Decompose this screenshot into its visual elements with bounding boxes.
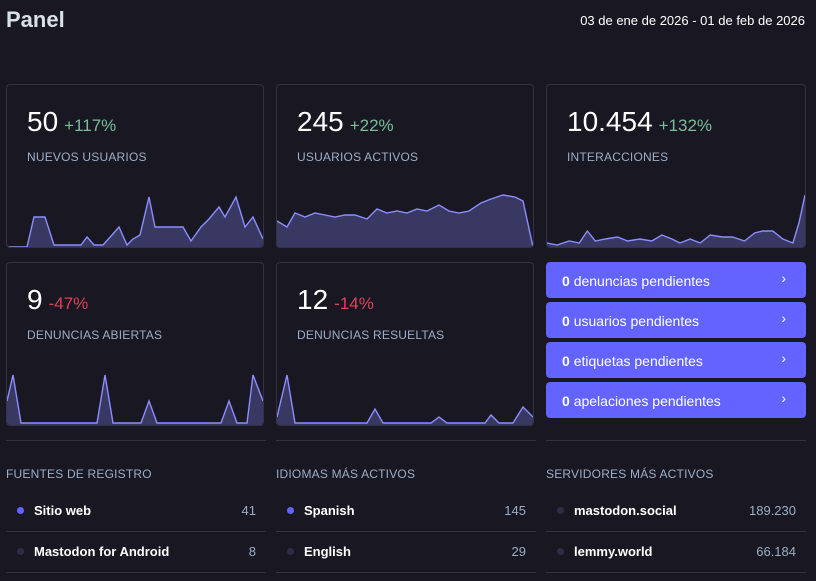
metric-value: 12 -14% (297, 284, 374, 315)
pending-users-button[interactable]: 0 usuarios pendientes › (546, 302, 806, 338)
metric-card-resolved-reports[interactable]: 12 -14% DENUNCIAS RESUELTAS (276, 262, 534, 426)
chevron-right-icon: › (781, 310, 786, 326)
dot-icon (287, 507, 294, 514)
chevron-right-icon: › (781, 350, 786, 366)
dot-icon (557, 507, 564, 514)
sparkline-chart (277, 374, 533, 425)
section-title-top-languages: IDIOMAS MÁS ACTIVOS (276, 467, 416, 481)
page-title: Panel (6, 7, 65, 32)
divider (276, 572, 536, 573)
item-value: 189.230 (749, 503, 796, 518)
divider (6, 440, 266, 441)
item-value: 41 (241, 503, 256, 518)
section-title-signup-sources: FUENTES DE REGISTRO (6, 467, 152, 481)
chevron-right-icon: › (781, 390, 786, 406)
pending-tags-button[interactable]: 0 etiquetas pendientes › (546, 342, 806, 378)
list-item[interactable]: English 29 (276, 536, 536, 576)
metric-card-open-reports[interactable]: 9 -47% DENUNCIAS ABIERTAS (6, 262, 264, 426)
metric-change: -14% (334, 294, 374, 313)
metric-value: 10.454 +132% (567, 106, 713, 137)
dot-icon (17, 507, 24, 514)
item-name: mastodon.social (574, 503, 677, 518)
list-item[interactable]: Sitio web 41 (6, 495, 266, 535)
sparkline-chart (7, 195, 263, 247)
dot-icon (287, 548, 294, 555)
section-title-top-servers: SERVIDORES MÁS ACTIVOS (546, 467, 714, 481)
list-item[interactable]: mastodon.social 189.230 (546, 495, 806, 535)
divider (6, 572, 266, 573)
metric-change: +132% (658, 116, 713, 135)
metric-value: 9 -47% (27, 284, 89, 315)
sparkline-chart (7, 374, 263, 425)
item-value: 29 (511, 544, 526, 559)
metric-card-interactions[interactable]: 10.454 +132% INTERACCIONES (546, 84, 806, 248)
item-name: lemmy.world (574, 544, 653, 559)
item-name: Spanish (304, 503, 355, 518)
dot-icon (557, 548, 564, 555)
divider (276, 440, 536, 441)
metric-label: INTERACCIONES (567, 150, 669, 164)
metric-change: -47% (48, 294, 89, 313)
date-range[interactable]: 03 de ene de 2026 - 01 de feb de 2026 (580, 13, 805, 28)
divider (546, 440, 806, 441)
item-value: 66.184 (756, 544, 796, 559)
metric-change: +117% (64, 116, 117, 135)
item-name: English (304, 544, 351, 559)
metric-value: 245 +22% (297, 106, 394, 137)
list-item[interactable]: Mastodon for Android 8 (6, 536, 266, 576)
pending-reports-button[interactable]: 0 denuncias pendientes › (546, 262, 806, 298)
list-item[interactable]: Spanish 145 (276, 495, 536, 535)
chevron-right-icon: › (781, 270, 786, 286)
metric-card-active-users[interactable]: 245 +22% USUARIOS ACTIVOS (276, 84, 534, 248)
metric-change: +22% (349, 116, 394, 135)
item-value: 8 (248, 544, 256, 559)
divider (546, 572, 806, 573)
sparkline-chart (277, 194, 533, 247)
divider (546, 531, 806, 532)
metric-label: DENUNCIAS ABIERTAS (27, 328, 163, 342)
metric-label: DENUNCIAS RESUELTAS (297, 328, 445, 342)
dot-icon (17, 548, 24, 555)
item-name: Sitio web (34, 503, 92, 518)
metric-value: 50 +117% (27, 106, 117, 137)
item-name: Mastodon for Android (34, 544, 170, 559)
item-value: 145 (504, 503, 526, 518)
metric-label: NUEVOS USUARIOS (27, 150, 147, 164)
sparkline-chart (547, 194, 805, 247)
pending-appeals-button[interactable]: 0 apelaciones pendientes › (546, 382, 806, 418)
list-item[interactable]: lemmy.world 66.184 (546, 536, 806, 576)
metric-label: USUARIOS ACTIVOS (297, 150, 419, 164)
divider (6, 531, 266, 532)
divider (276, 531, 536, 532)
metric-card-new-users[interactable]: 50 +117% NUEVOS USUARIOS (6, 84, 264, 248)
